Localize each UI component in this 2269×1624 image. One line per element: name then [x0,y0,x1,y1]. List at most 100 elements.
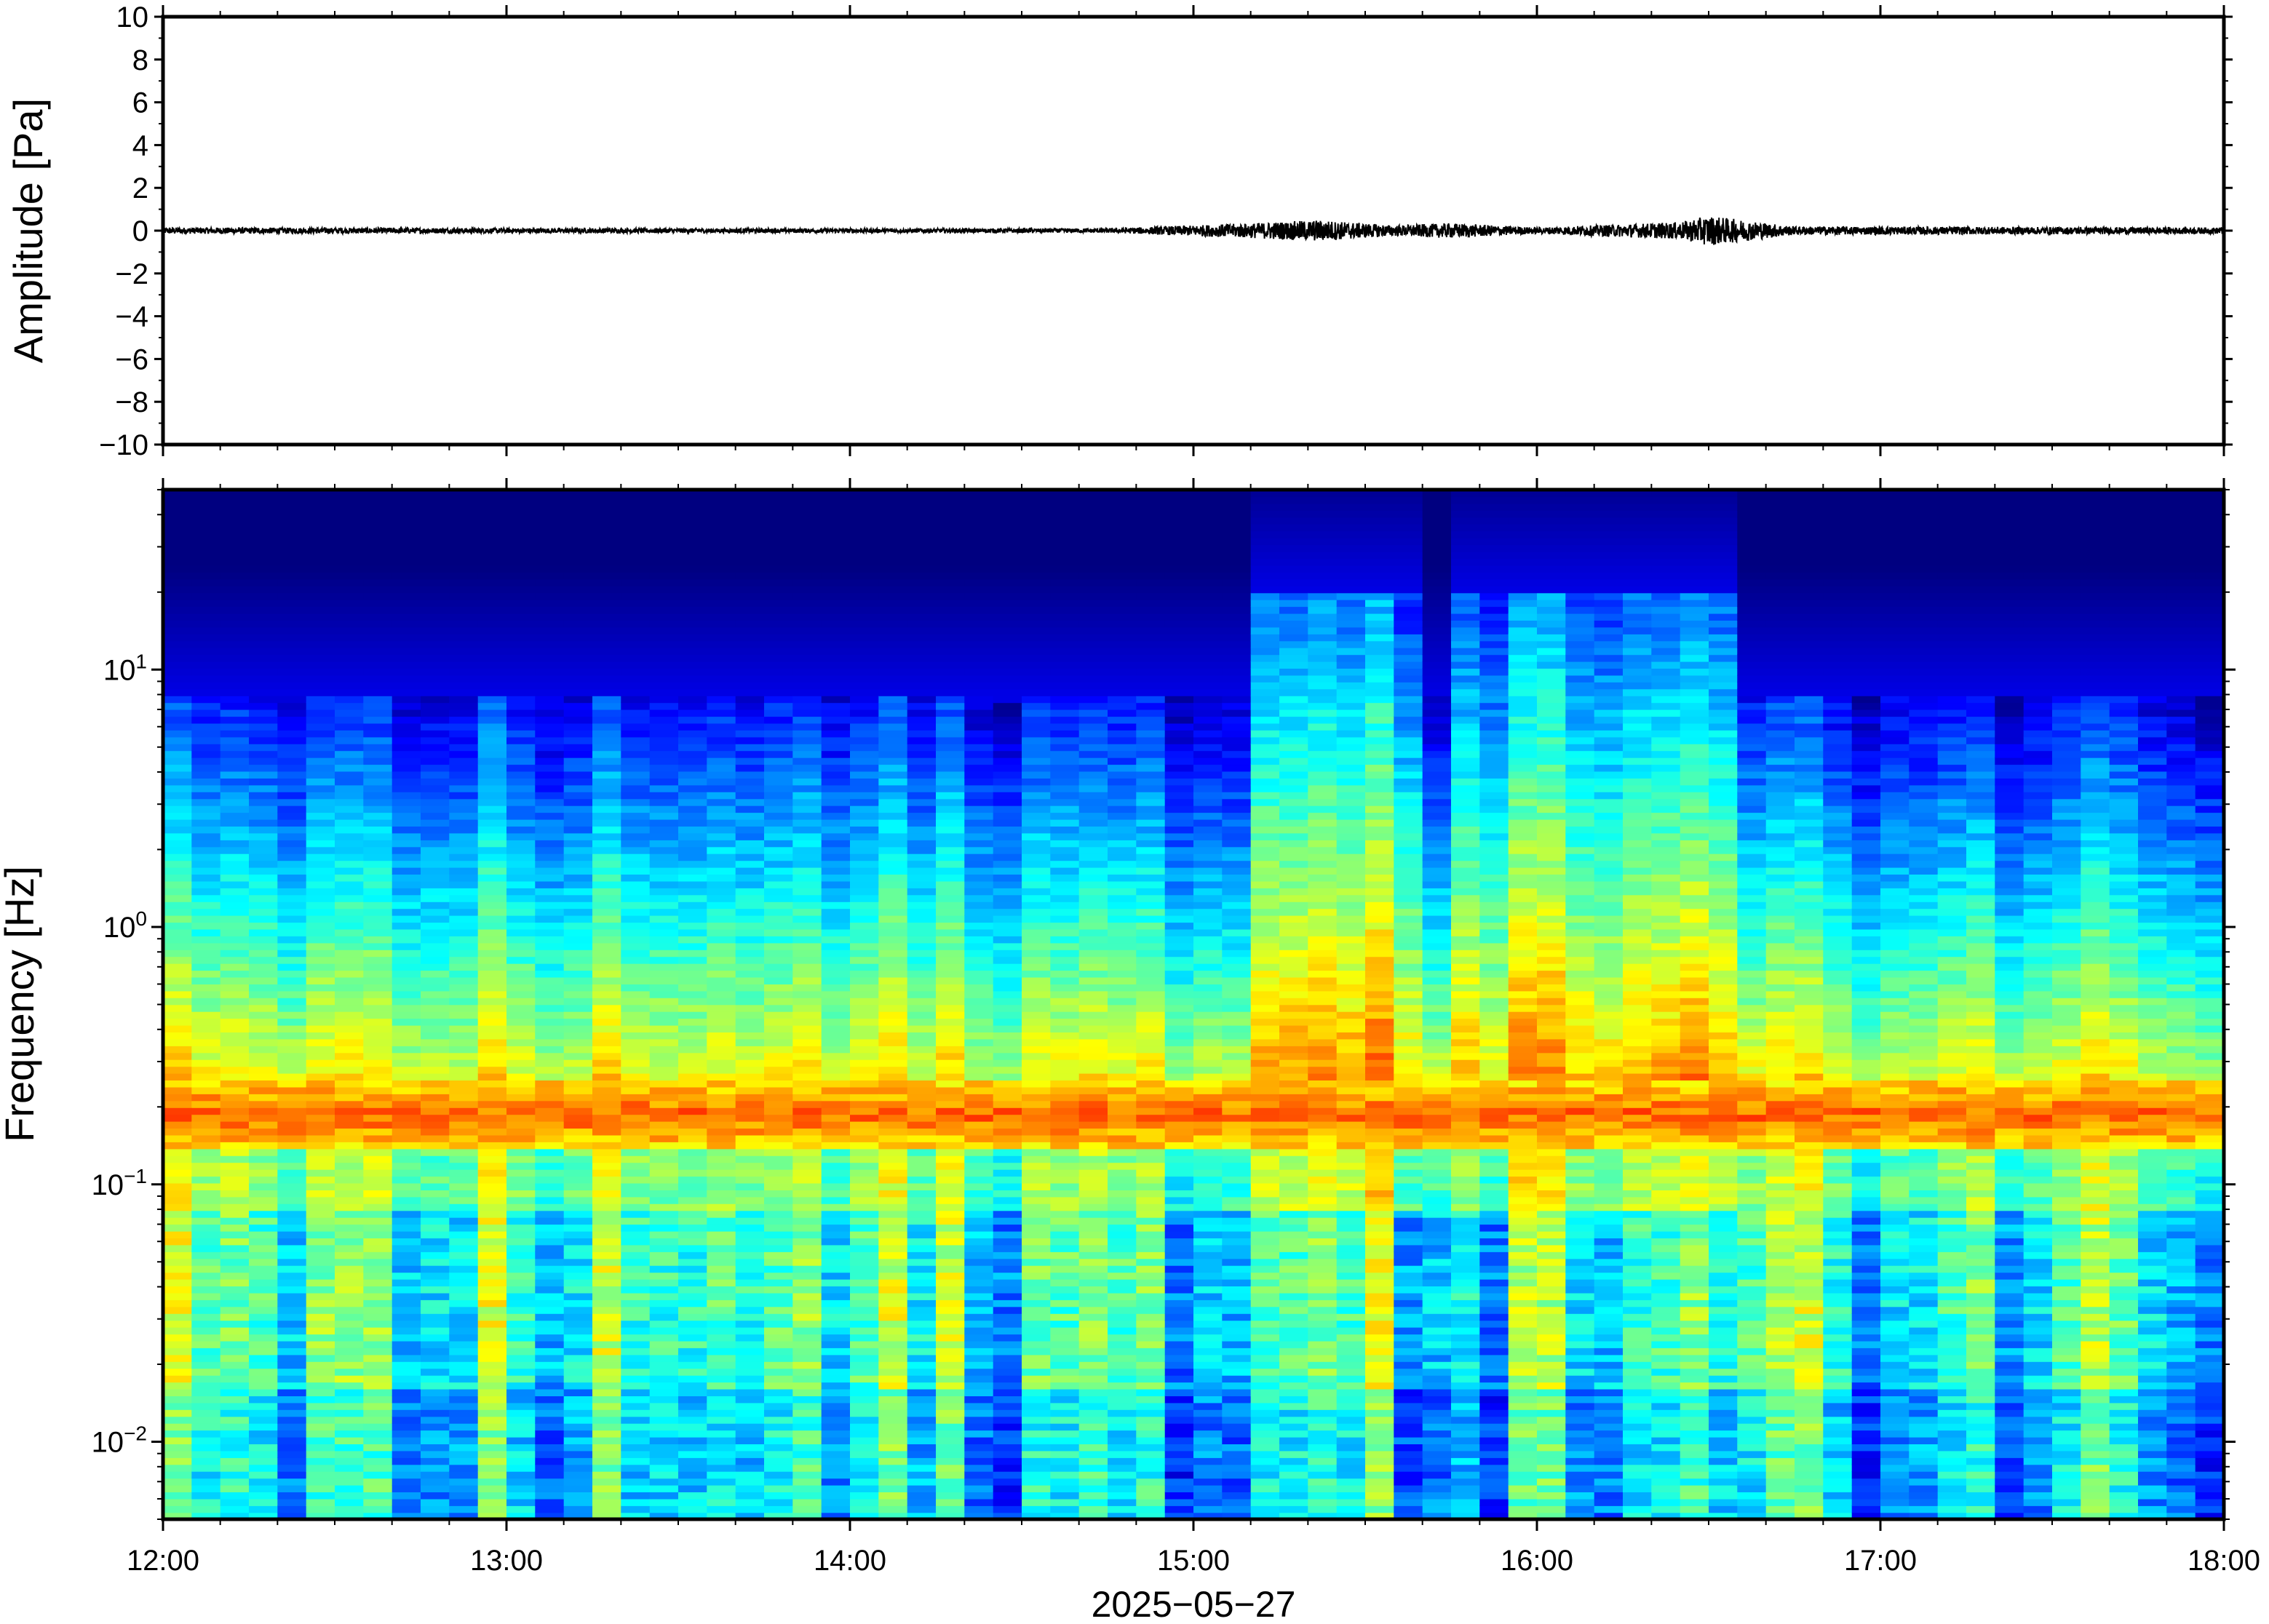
spectrogram-cell [792,1038,822,1046]
spectrogram-cell [363,984,393,992]
spectrogram-cell [649,544,679,552]
spectrogram-cell [621,688,651,696]
spectrogram-cell [649,1244,679,1252]
spectrogram-cell [220,1238,250,1246]
spectrogram-cell [1050,1046,1080,1054]
spectrogram-cell [707,1086,736,1094]
spectrogram-cell [506,792,536,800]
spectrogram-cell [306,901,335,909]
spectrogram-cell [907,578,937,586]
spectrogram-cell [649,1052,679,1060]
spectrogram-cell [907,853,937,861]
spectrogram-cell [306,867,335,875]
spectrogram-cell [964,1169,994,1177]
spectrogram-cell [392,1334,421,1342]
spectrogram-cell [1050,976,1080,984]
spectrogram-cell [220,592,250,600]
spectrogram-cell [621,1286,651,1294]
spectrogram-cell [191,1382,221,1390]
spectrogram-cell [621,716,651,724]
spectrogram-cell [335,592,365,600]
spectrogram-cell [421,688,450,696]
spectrogram-cell [563,908,593,916]
spectrogram-cell [678,908,708,916]
spectrogram-cell [1050,1313,1080,1321]
spectrogram-cell [792,1086,822,1094]
spectrogram-cell [506,1436,536,1444]
spectrogram-cell [563,1072,593,1080]
spectrogram-cell [1050,771,1080,779]
spectrogram-cell [792,1148,822,1156]
spectrogram-cell [277,998,307,1006]
spectrogram-cell [477,530,507,538]
spectrogram-cell [878,757,908,765]
spectrogram-cell [621,634,651,642]
spectrogram-cell [535,1134,565,1142]
spectrogram-cell [306,792,335,800]
spectrogram-cell [907,736,937,744]
spectrogram-cell [821,1134,851,1142]
spectrogram-cell [477,1354,507,1362]
spectrogram-cell [392,1011,421,1019]
spectrogram-cell [621,1306,651,1314]
spectrogram-cell [421,874,450,882]
spectrogram-cell [563,1272,593,1280]
spectrogram-cell [1022,551,1052,560]
spectrogram-cell [621,1203,651,1211]
spectrogram-cell [535,826,565,834]
spectrogram-cell [792,1457,822,1465]
spectrogram-cell [163,654,193,662]
spectrogram-cell [506,1046,536,1054]
spectrogram-cell [1022,1505,1052,1513]
spectrogram-cell [649,936,679,944]
spectrogram-cell [191,1478,221,1486]
spectrogram-cell [449,894,479,902]
spectrogram-cell [964,1217,994,1225]
spectrogram-cell [821,1278,851,1286]
spectrogram-cell [1050,688,1080,696]
spectrogram-cell [964,1471,994,1479]
spectrogram-cell [735,654,765,662]
spectrogram-cell [392,1374,421,1383]
spectrogram-cell [592,1038,622,1046]
spectrogram-cell [621,530,651,538]
spectrogram-cell [449,490,479,498]
spectrogram-cell [850,1004,880,1012]
spectrogram-cell [649,640,679,648]
spectrogram-cell [964,1176,994,1184]
spectrogram-cell [335,1382,365,1390]
spectrogram-cell [764,1224,794,1232]
spectrogram-cell [363,867,393,875]
spectrogram-cell [1050,819,1080,827]
spectrogram-cell [421,1024,450,1032]
spectrogram-cell [678,1176,708,1184]
spectrogram-cell [878,1217,908,1225]
spectrogram-cell [220,846,250,854]
spectrogram-cell [936,682,966,690]
spectrogram-cell [735,640,765,648]
spectrogram-cell [249,640,279,648]
spectrogram-cell [907,668,937,676]
spectrogram-cell [1050,1430,1080,1438]
spectrogram-cell [335,1217,365,1225]
spectrogram-cell [707,1121,736,1129]
spectrogram-cell [306,744,335,752]
spectrogram-cell [878,1080,908,1088]
spectrogram-cell [363,860,393,868]
spectrogram-cell [1050,784,1080,792]
spectrogram-cell [707,860,736,868]
spectrogram-cell [792,1018,822,1026]
spectrogram-cell [306,990,335,998]
spectrogram-cell [335,1388,365,1396]
spectrogram-cell [535,922,565,930]
spectrogram-cell [477,1457,507,1465]
spectrogram-cell [249,1292,279,1300]
spectrogram-cell [363,888,393,896]
spectrogram-cell [163,1024,193,1032]
spectrogram-cell [563,915,593,923]
spectrogram-cell [936,1422,966,1431]
spectrogram-cell [936,1320,966,1328]
spectrogram-cell [392,1505,421,1513]
spectrogram-cell [1050,832,1080,840]
spectrogram-cell [850,1471,880,1479]
